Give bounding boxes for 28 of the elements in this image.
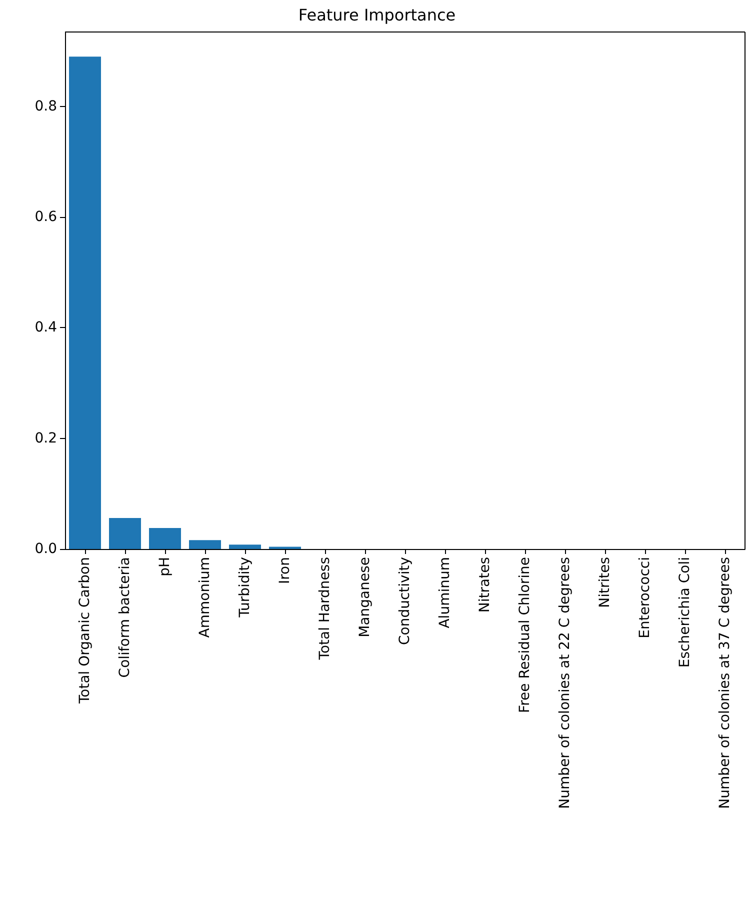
y-tick-label: 0.4 <box>34 320 58 336</box>
x-tick-label: Total Hardness <box>317 557 333 661</box>
x-tick-label: Nitrites <box>597 557 613 608</box>
x-tick-label: pH <box>157 557 173 576</box>
x-tick-label: Free Residual Chlorine <box>517 557 533 713</box>
x-tick-label: Aluminum <box>437 557 453 628</box>
x-tick-label: Coliform bacteria <box>117 557 133 678</box>
x-tick-label: Number of colonies at 37 C degrees <box>717 557 733 809</box>
x-tick-label: Ammonium <box>197 557 213 638</box>
bar <box>189 540 221 549</box>
x-tick-label: Number of colonies at 22 C degrees <box>557 557 573 809</box>
x-tick-label: Turbidity <box>237 557 253 618</box>
y-tick-label: 0.0 <box>34 541 57 557</box>
y-tick-label: 0.2 <box>34 430 57 446</box>
x-tick-label: Manganese <box>357 557 373 638</box>
x-tick-label: Enterococci <box>637 557 653 638</box>
x-tick-label: Total Organic Carbon <box>77 557 93 704</box>
x-tick-label: Iron <box>277 557 293 584</box>
bar <box>149 528 181 549</box>
chart-title: Feature Importance <box>298 6 456 24</box>
y-tick-label: 0.8 <box>34 98 57 114</box>
y-tick-label: 0.6 <box>34 209 58 226</box>
x-tick-label: Escherichia Coli <box>677 557 693 668</box>
x-tick-label: Nitrates <box>477 557 493 613</box>
bar <box>109 518 141 549</box>
bar <box>229 544 261 549</box>
bar <box>69 56 101 549</box>
x-tick-label: Conductivity <box>397 557 413 645</box>
